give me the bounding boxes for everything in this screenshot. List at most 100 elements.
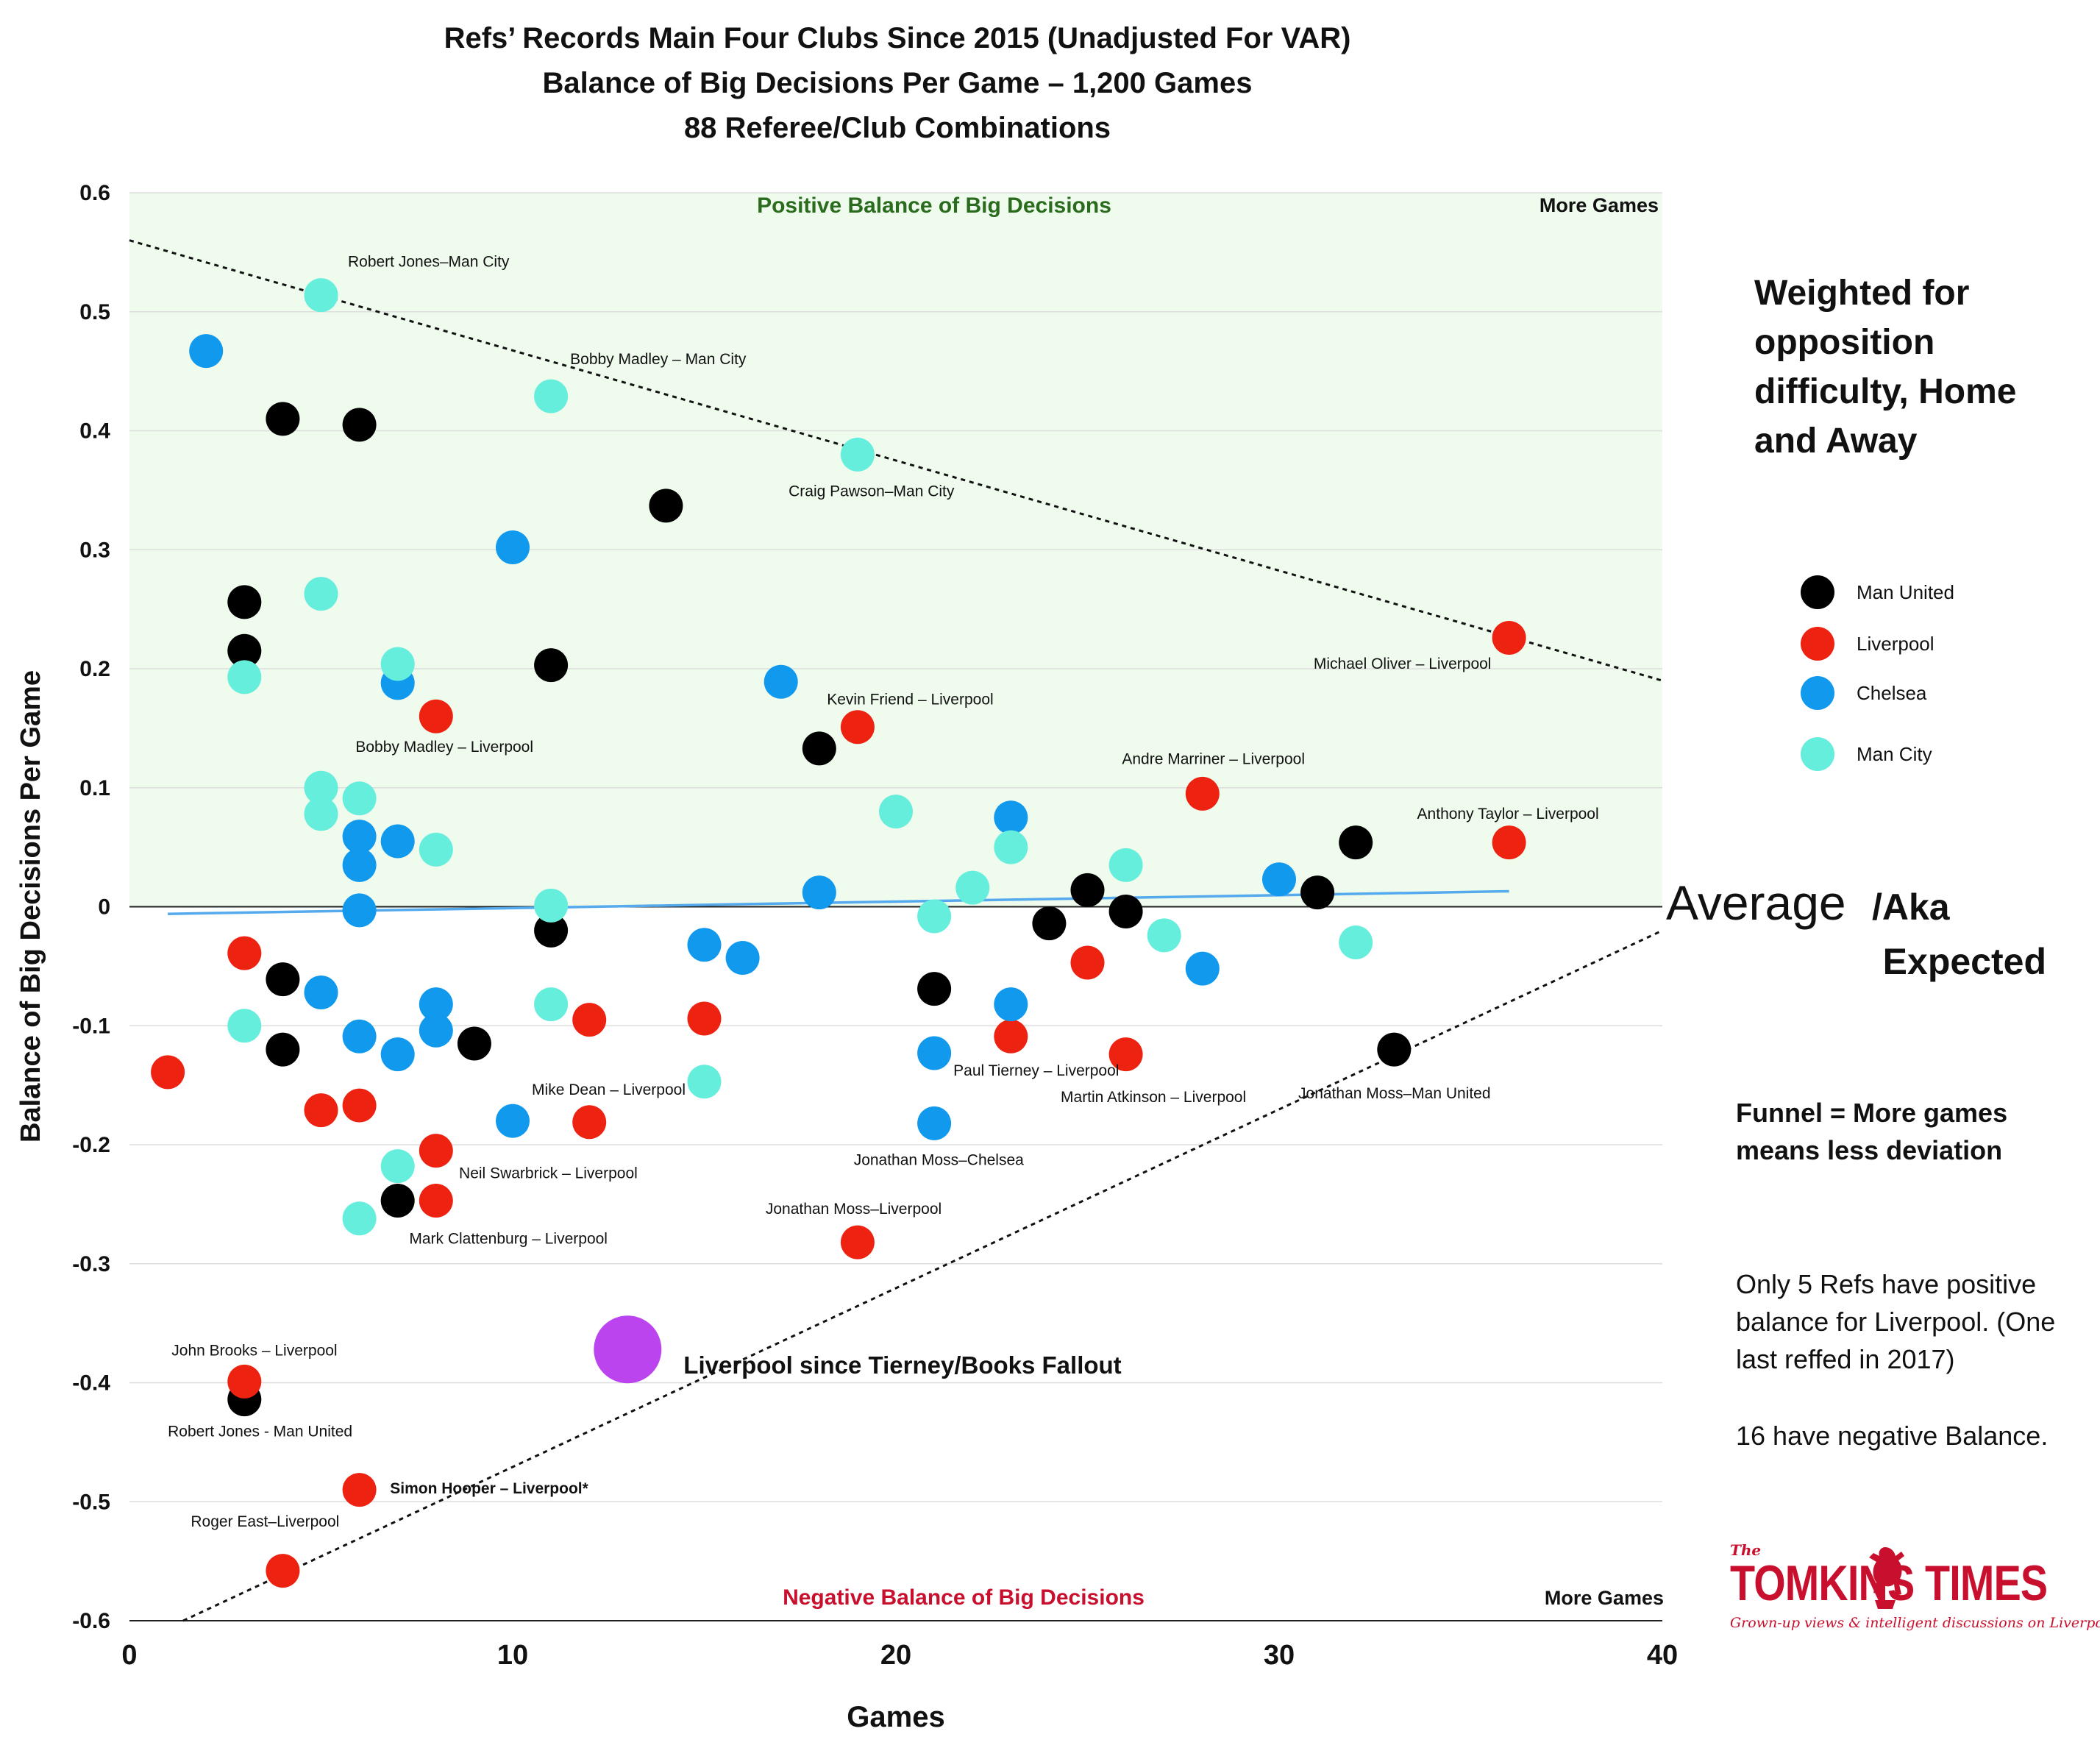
y-axis-title: Balance of Big Decisions Per Game [15,670,46,1143]
data-point-man-united [534,648,569,683]
data-point-chelsea [725,941,760,976]
point-annotation: Simon Hooper – Liverpool* [390,1480,588,1497]
data-point-man-city [840,437,875,472]
point-annotation: Mark Clattenburg – Liverpool [409,1230,608,1247]
data-point-chelsea [994,987,1028,1022]
data-point-man-city [342,1201,377,1236]
data-point-man-city [534,888,569,923]
more-games-top-label: More Games [1540,194,1659,216]
legend-dot-icon [1801,737,1834,771]
data-point-chelsea [304,975,338,1009]
data-point-man-city [227,660,262,694]
data-point-chelsea [1185,951,1220,986]
data-point-man-city [304,797,338,831]
data-point-man-city [917,899,952,934]
data-point-man-united [457,1026,491,1061]
data-point-chelsea [687,928,722,962]
y-tick-label: -0.3 [72,1252,110,1276]
legend-item-man-city: Man City [1801,737,1932,771]
y-tick-label: -0.6 [72,1609,110,1633]
data-point-liverpool [342,1473,377,1507]
data-point-chelsea [342,820,377,854]
data-point-man-united [266,962,300,997]
y-tick-label: 0 [98,895,110,920]
funnel-lower-line [182,929,1663,1622]
data-point-man-united [534,913,569,948]
point-annotation: Robert Jones - Man United [168,1423,352,1440]
legend-label: Liverpool [1857,632,1935,655]
funnel-note: Funnel = More games means less deviation [1736,1098,2008,1165]
data-point-liverpool [572,1105,607,1140]
data-point-liverpool [419,1184,453,1218]
data-point-man-united [1300,875,1335,910]
data-point-man-city [380,1149,415,1184]
data-point-man-united [917,972,952,1006]
data-point-man-city [955,870,990,905]
y-tick-label: 0.2 [79,657,110,681]
point-annotation: Neil Swarbrick – Liverpool [459,1165,638,1182]
data-point-liverpool [304,1093,338,1128]
highlight-label: Liverpool since Tierney/Books Fallout [683,1351,1121,1379]
data-point-man-city [994,830,1028,864]
point-annotation: Kevin Friend – Liverpool [827,692,993,708]
legend-item-chelsea: Chelsea [1801,676,1926,710]
data-point-liverpool [227,1364,262,1399]
data-point-chelsea [342,848,377,882]
point-annotation: Bobby Madley – Man City [570,351,747,368]
legend-label: Chelsea [1857,681,1927,704]
average-label: Average [1666,875,1846,930]
y-tick-label: 0.4 [79,419,110,444]
data-point-man-city [1339,925,1373,960]
legend-dot-icon [1801,676,1834,710]
y-tick-label: -0.5 [72,1490,110,1514]
data-point-chelsea [189,334,224,369]
x-tick-label: 0 [121,1640,137,1671]
data-point-chelsea [994,800,1028,835]
point-annotation: Jonathan Moss–Liverpool [766,1201,942,1218]
y-tick-label: 0.3 [79,538,110,562]
funnel-upper-line [129,239,1663,682]
data-point-liverpool [266,1554,300,1588]
data-point-man-city [304,278,338,313]
data-point-chelsea [342,893,377,928]
data-point-liverpool [151,1055,185,1090]
x-tick-label: 30 [1264,1640,1295,1671]
data-point-man-united [227,633,262,668]
x-tick-label: 10 [497,1640,528,1671]
data-point-man-united [802,731,836,766]
data-point-liverpool [687,1001,722,1036]
data-point-liverpool [419,1134,453,1168]
data-point-man-united [380,1184,415,1218]
legend-dot-icon [1801,627,1834,661]
liver-bird-icon [1869,1547,1904,1609]
chart-title-line-3: 88 Referee/Club Combinations [683,112,1111,144]
data-point-man-united [1377,1032,1412,1067]
y-tick-label: -0.4 [72,1371,110,1396]
point-annotation: Michael Oliver – Liverpool [1314,656,1492,672]
legend-item-man-united: Man United [1801,575,1954,609]
data-point-liverpool [840,710,875,745]
data-point-chelsea [380,824,415,859]
point-annotation: Andre Marriner – Liverpool [1122,750,1305,767]
data-point-chelsea [1262,862,1296,897]
data-point-liverpool [342,1088,377,1123]
data-point-man-united [266,1032,300,1067]
data-point-man-city [534,987,569,1022]
data-point-liverpool [1108,1037,1143,1072]
point-annotation: Jonathan Moss–Chelsea [854,1151,1024,1168]
data-point-chelsea [764,664,798,699]
y-tick-label: 0.6 [79,181,110,205]
chart-title-line-1: Refs’ Records Main Four Clubs Since 2015… [444,22,1351,54]
data-point-man-united [227,585,262,619]
weighted-note: Weighted for opposition difficulty, Home… [1754,274,2017,461]
data-point-man-city [879,795,913,829]
legend-label: Man United [1857,580,1954,603]
data-point-liverpool [1070,945,1105,980]
data-point-man-city [227,1009,262,1043]
data-point-chelsea [419,987,453,1022]
data-point-chelsea [380,1037,415,1072]
data-point-chelsea [917,1106,952,1140]
x-axis-title: Games [847,1701,944,1733]
point-annotation: Bobby Madley – Liverpool [355,739,533,756]
logo-the: The [1730,1541,1762,1559]
